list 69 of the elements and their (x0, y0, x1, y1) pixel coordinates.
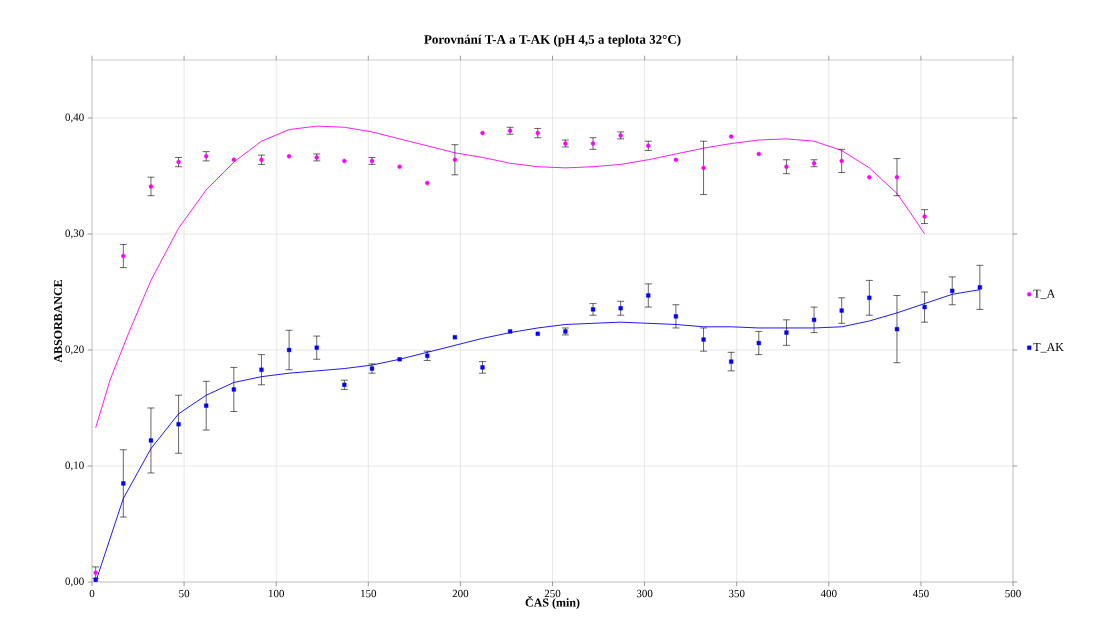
point (287, 347, 292, 353)
point (121, 481, 126, 486)
x-tick-label: 100 (268, 589, 285, 598)
y-axis-title: ABSORBANCE (54, 279, 63, 363)
y-tick-label: 0,30 (65, 229, 84, 239)
point (811, 317, 817, 322)
point (894, 174, 900, 180)
point (93, 570, 98, 575)
point (729, 359, 734, 364)
y-tick-label: 0,10 (65, 461, 84, 471)
legend-label: T_AK (1033, 343, 1064, 353)
point (646, 293, 651, 298)
line-series (95, 125, 926, 429)
point (176, 422, 181, 427)
point (425, 180, 430, 186)
point (950, 288, 955, 293)
point (756, 151, 762, 157)
x-tick-label: 300 (636, 589, 653, 598)
point (480, 365, 485, 370)
point (342, 158, 347, 164)
point (618, 306, 623, 311)
point (867, 295, 872, 300)
point (839, 308, 844, 313)
x-tick-label: 250 (544, 589, 561, 598)
point (784, 164, 789, 169)
legend-label: T_A (1033, 289, 1056, 300)
point (204, 403, 209, 408)
point (590, 141, 596, 146)
point (839, 158, 844, 164)
point (231, 157, 237, 162)
point (673, 157, 679, 162)
point (397, 164, 402, 169)
x-tick-label: 200 (452, 589, 469, 598)
x-tick-label: 150 (361, 589, 377, 598)
point (922, 304, 927, 310)
y-tick-label: 0,00 (65, 577, 84, 587)
point (259, 367, 264, 372)
point (535, 331, 540, 336)
x-tick-label: 50 (179, 589, 190, 598)
point (728, 134, 734, 139)
point (867, 174, 872, 180)
point (701, 165, 706, 171)
x-tick-label: 450 (912, 589, 929, 598)
x-tick-label: 400 (820, 589, 837, 598)
point (673, 314, 679, 319)
point (148, 438, 154, 443)
point (977, 285, 982, 290)
chart-title: Porovnání T-A a T-AK (pH 4,5 a teplota 32°C) (424, 34, 681, 47)
point (756, 340, 761, 346)
point (701, 337, 706, 342)
point (452, 335, 457, 340)
point (286, 154, 292, 159)
y-tick-label: 0,40 (65, 113, 84, 123)
point (784, 330, 789, 335)
x-tick-label: 0 (89, 589, 95, 598)
point (590, 307, 596, 312)
point (508, 329, 513, 334)
point (922, 214, 927, 219)
point (480, 130, 485, 136)
x-tick-label: 500 (1005, 589, 1021, 598)
point (121, 253, 126, 259)
point (148, 184, 154, 189)
point (397, 357, 402, 362)
point (231, 387, 236, 392)
y-tick-label: 0,20 (65, 345, 84, 355)
point (894, 327, 900, 332)
x-tick-label: 350 (728, 589, 745, 598)
point (452, 157, 458, 162)
point (314, 345, 319, 350)
